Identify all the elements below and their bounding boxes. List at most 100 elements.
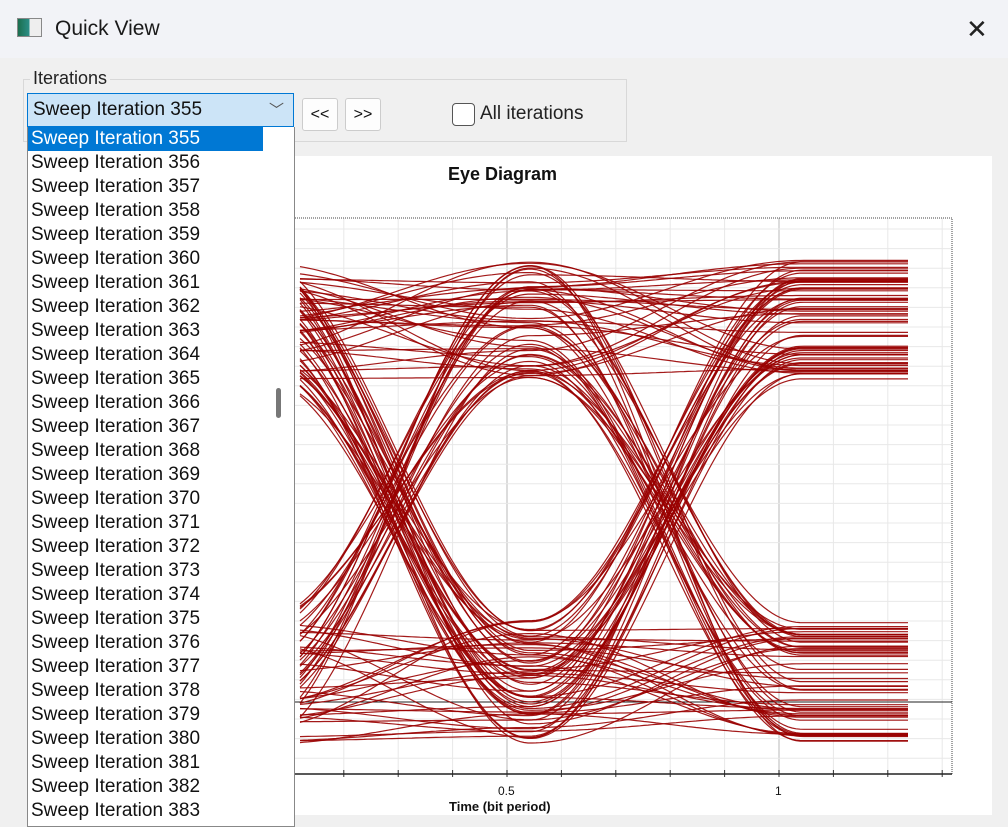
dropdown-option[interactable]: Sweep Iteration 383 (31, 800, 201, 821)
eye-trace (299, 357, 908, 641)
eye-trace (299, 300, 908, 635)
dropdown-option[interactable]: Sweep Iteration 369 (31, 464, 201, 485)
previous-iteration-button[interactable]: << (302, 98, 338, 131)
eye-trace (299, 385, 908, 711)
dropdown-option[interactable]: Sweep Iteration 380 (31, 728, 201, 749)
eye-trace (299, 278, 908, 291)
iterations-group (23, 79, 627, 142)
eye-trace (299, 375, 908, 651)
x-tick-label: 0.5 (498, 784, 515, 798)
scrollbar-thumb[interactable] (276, 388, 281, 418)
chevron-down-icon: ﹀ (268, 102, 284, 119)
dropdown-option[interactable]: Sweep Iteration 378 (31, 680, 201, 701)
eye-trace (299, 360, 908, 715)
eye-trace (299, 290, 908, 367)
dropdown-option[interactable]: Sweep Iteration 377 (31, 656, 201, 677)
dropdown-option[interactable]: Sweep Iteration 356 (31, 152, 201, 173)
dropdown-option[interactable]: Sweep Iteration 362 (31, 296, 201, 317)
dropdown-option[interactable]: Sweep Iteration 359 (31, 224, 201, 245)
eye-trace (299, 299, 908, 362)
eye-trace (299, 320, 908, 333)
eye-trace (299, 338, 908, 687)
dropdown-option[interactable]: Sweep Iteration 379 (31, 704, 201, 725)
eye-trace (299, 350, 908, 694)
eye-trace (299, 635, 908, 721)
all-iterations-label[interactable]: All iterations (480, 103, 584, 124)
all-iterations-checkbox[interactable] (452, 103, 475, 126)
dropdown-option[interactable]: Sweep Iteration 374 (31, 584, 201, 605)
eye-trace (299, 319, 908, 708)
eye-trace (299, 302, 908, 713)
dropdown-option[interactable]: Sweep Iteration 376 (31, 632, 201, 653)
dropdown-option[interactable]: Sweep Iteration 358 (31, 200, 201, 221)
dropdown-option[interactable]: Sweep Iteration 357 (31, 176, 201, 197)
dropdown-option[interactable]: Sweep Iteration 382 (31, 776, 201, 797)
eye-trace (299, 359, 908, 730)
eye-trace (300, 349, 908, 742)
window-title: Quick View (55, 17, 160, 40)
dropdown-option[interactable]: Sweep Iteration 366 (31, 392, 201, 413)
dropdown-option[interactable]: Sweep Iteration 355 (28, 127, 263, 151)
dropdown-scrollbar[interactable] (264, 127, 294, 826)
eye-trace (299, 345, 908, 698)
eye-trace (299, 713, 908, 744)
dropdown-option[interactable]: Sweep Iteration 370 (31, 488, 201, 509)
eye-trace (299, 656, 908, 719)
eye-trace (299, 376, 908, 652)
eye-trace (299, 259, 908, 320)
eye-trace (299, 261, 908, 372)
eye-trace (299, 267, 908, 704)
eye-trace (299, 269, 908, 689)
eye-trace (299, 289, 908, 651)
eye-trace (299, 298, 908, 700)
dropdown-option[interactable]: Sweep Iteration 375 (31, 608, 201, 629)
eye-trace (299, 287, 908, 631)
dropdown-option[interactable]: Sweep Iteration 367 (31, 416, 201, 437)
iteration-select-value: Sweep Iteration 355 (33, 99, 203, 120)
eye-trace (299, 320, 908, 717)
chart-title: Eye Diagram (448, 164, 558, 184)
dropdown-option[interactable]: Sweep Iteration 363 (31, 320, 201, 341)
eye-trace (300, 266, 908, 284)
eye-trace (299, 289, 908, 666)
dropdown-option[interactable]: Sweep Iteration 360 (31, 248, 201, 269)
iteration-dropdown-list: Sweep Iteration 355 Sweep Iteration 356 Sw… (27, 127, 295, 827)
eye-trace (299, 288, 908, 664)
eye-trace (299, 348, 908, 718)
eye-trace (299, 646, 908, 735)
x-axis-label: Time (bit period) (449, 799, 551, 814)
eye-trace (299, 334, 908, 739)
dropdown-option[interactable]: Sweep Iteration 381 (31, 752, 201, 773)
eye-trace (299, 296, 908, 369)
eye-trace (299, 349, 908, 670)
eye-trace (299, 263, 908, 614)
eye-trace (299, 278, 908, 692)
dropdown-option[interactable]: Sweep Iteration 371 (31, 512, 201, 533)
dropdown-option[interactable]: Sweep Iteration 372 (31, 536, 201, 557)
dropdown-option[interactable]: Sweep Iteration 365 (31, 368, 201, 389)
dropdown-option[interactable]: Sweep Iteration 373 (31, 560, 201, 581)
iterations-group-label: Iterations (30, 68, 111, 89)
eye-trace (299, 281, 908, 738)
iteration-select[interactable]: Sweep Iteration 355 ﹀ (27, 93, 294, 127)
eye-trace (299, 309, 908, 710)
dropdown-option[interactable]: Sweep Iteration 364 (31, 344, 201, 365)
eye-trace (300, 647, 908, 680)
dropdown-option[interactable]: Sweep Iteration 368 (31, 440, 201, 461)
eye-trace (299, 281, 908, 374)
close-icon[interactable]: ✕ (966, 14, 988, 44)
eye-trace (299, 284, 908, 637)
eye-trace (299, 315, 908, 723)
eye-trace (299, 300, 908, 624)
next-iteration-button[interactable]: >> (345, 98, 381, 131)
eye-trace (299, 371, 908, 674)
title-bar: Quick View ✕ (0, 0, 1008, 58)
dropdown-option[interactable]: Sweep Iteration 361 (31, 272, 201, 293)
eye-trace (299, 274, 908, 642)
eye-trace (299, 370, 908, 630)
eye-trace (299, 371, 908, 717)
eye-trace (299, 335, 908, 704)
quickview-app-icon (17, 18, 42, 37)
x-tick-label: 1 (775, 784, 782, 798)
